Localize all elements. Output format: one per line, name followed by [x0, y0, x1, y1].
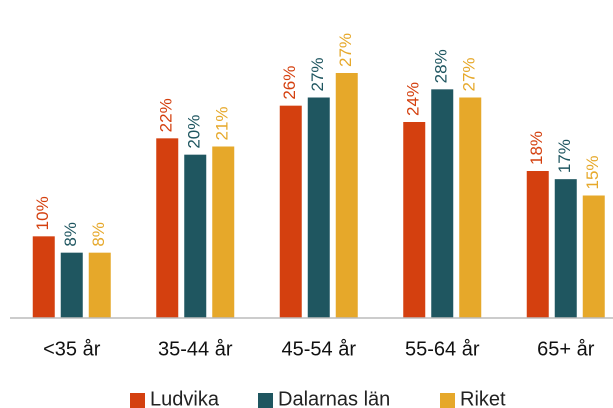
value-label: 18% [527, 131, 546, 165]
x-tick-label: <35 år [43, 338, 101, 360]
x-tick-label: 65+ år [537, 338, 595, 360]
bar [526, 171, 549, 318]
bar [60, 252, 83, 318]
bar [212, 146, 235, 318]
x-tick-label: 35-44 år [158, 338, 233, 360]
legend-swatch [130, 393, 145, 408]
value-label: 27% [460, 57, 479, 91]
bar [88, 252, 111, 318]
bar [403, 122, 426, 318]
bar [184, 154, 207, 318]
bar [335, 73, 358, 318]
value-label: 10% [33, 196, 52, 230]
value-label: 17% [555, 139, 574, 173]
x-tick-label: 45-54 år [282, 338, 357, 360]
bar [156, 138, 179, 318]
value-label: 26% [280, 66, 299, 100]
legend-swatch [440, 393, 455, 408]
value-label: 28% [432, 49, 451, 83]
bar [554, 179, 577, 318]
legend-swatch [258, 393, 273, 408]
value-label: 24% [404, 82, 423, 116]
value-label: 15% [583, 155, 602, 189]
value-label: 27% [336, 33, 355, 67]
bar [582, 195, 605, 318]
bar [279, 105, 302, 319]
bar [459, 97, 482, 318]
value-label: 21% [213, 106, 232, 140]
bar [431, 89, 454, 318]
value-label: 20% [185, 115, 204, 149]
legend-label: Dalarnas län [278, 388, 390, 408]
legend-label: Riket [460, 388, 506, 408]
value-label: 27% [308, 57, 327, 91]
value-label: 8% [61, 222, 80, 247]
legend-label: Ludvika [150, 388, 220, 408]
bar [307, 97, 330, 318]
x-tick-label: 55-64 år [405, 338, 480, 360]
value-label: 22% [157, 98, 176, 132]
value-label: 8% [89, 222, 108, 247]
bar [32, 236, 55, 318]
